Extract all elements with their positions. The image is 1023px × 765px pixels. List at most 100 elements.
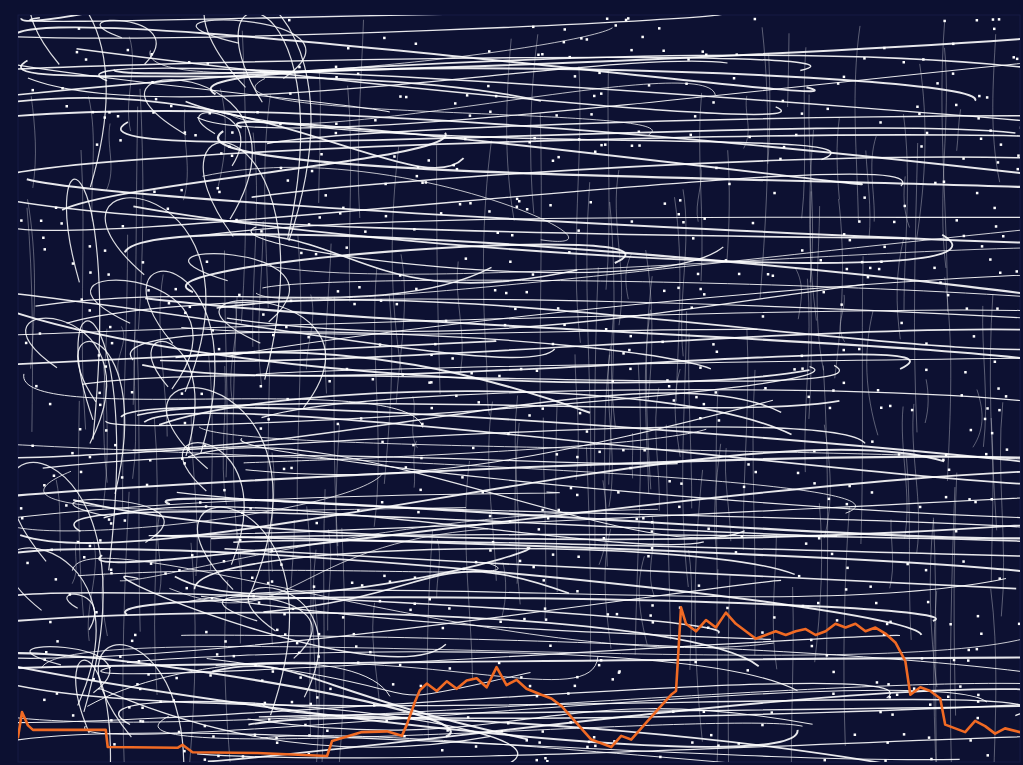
decor-loop <box>144 80 252 220</box>
decor-dot <box>155 98 158 101</box>
decor-vertical <box>872 136 876 221</box>
decor-dot <box>606 18 609 21</box>
decor-dot <box>85 58 88 61</box>
decor-curve <box>262 673 1020 719</box>
decor-dot <box>380 299 383 302</box>
decor-dot <box>545 618 548 621</box>
decor-dot <box>993 28 996 31</box>
decor-dot <box>541 53 544 56</box>
decor-dot <box>318 633 321 636</box>
decor-dot <box>72 262 75 265</box>
decor-dot <box>488 210 491 213</box>
decor-dot <box>89 309 92 312</box>
decor-dot <box>170 105 173 108</box>
decor-dot <box>828 498 831 501</box>
decor-curve <box>218 131 1020 200</box>
decor-dot <box>346 368 349 371</box>
decor-dot <box>449 667 452 670</box>
decor-dot <box>649 614 652 617</box>
decor-dot <box>178 731 181 734</box>
decor-curve <box>160 329 1020 361</box>
decor-dot <box>320 153 323 156</box>
decor-dot <box>538 741 541 744</box>
decor-dot <box>191 554 194 557</box>
decor-dot <box>272 334 275 337</box>
decor-dot <box>903 733 906 736</box>
decor-curve <box>99 689 491 748</box>
decor-vertical <box>914 143 917 432</box>
decor-dot <box>315 253 318 256</box>
decor-dot <box>347 47 350 50</box>
decor-dot <box>832 671 835 674</box>
decor-dot <box>201 393 204 396</box>
decor-dot <box>284 633 287 636</box>
decor-dot <box>691 306 694 309</box>
decor-dot <box>430 354 433 357</box>
decor-loop <box>105 198 206 392</box>
decor-loop <box>151 341 195 455</box>
decor-dot <box>113 743 116 746</box>
decor-dot <box>994 361 997 364</box>
decor-dot <box>520 368 523 371</box>
decor-vertical <box>595 267 599 548</box>
decor-vertical <box>322 489 325 762</box>
decor-dot <box>475 745 478 748</box>
decor-dot <box>594 745 597 748</box>
decor-dot <box>228 146 231 149</box>
decor-dot <box>308 223 311 226</box>
decor-dot <box>964 371 967 374</box>
decor-dot <box>357 73 360 76</box>
decor-dot <box>886 741 889 744</box>
decor-dot <box>417 511 420 514</box>
decor-dot <box>919 506 922 509</box>
decor-dot <box>276 742 279 745</box>
decor-curve <box>18 580 781 658</box>
decor-dot <box>600 659 603 662</box>
decor-dot <box>164 572 167 575</box>
decor-dot <box>296 642 299 645</box>
chart <box>0 0 1023 765</box>
decor-dot <box>283 468 286 471</box>
decor-dot <box>392 683 395 686</box>
decor-curve <box>18 657 1020 668</box>
decor-vertical <box>118 326 124 375</box>
decor-dot <box>557 307 560 310</box>
decor-dot <box>943 181 946 184</box>
decor-vertical <box>991 418 993 582</box>
decor-dot <box>970 429 973 432</box>
decor-vertical <box>1000 402 1003 616</box>
decor-vertical <box>437 145 441 394</box>
decor-dot <box>961 394 964 397</box>
decor-dot <box>998 18 1001 21</box>
decor-curve <box>233 540 1020 561</box>
decor-vertical <box>437 539 440 598</box>
decor-dot <box>528 414 531 417</box>
decor-vertical <box>137 340 140 632</box>
decor-dot <box>139 720 142 723</box>
decor-dot <box>955 104 958 107</box>
decor-dot <box>146 484 149 487</box>
decor-curve <box>24 374 423 428</box>
decor-vertical <box>106 124 111 191</box>
decor-vertical <box>209 355 213 570</box>
decor-dot <box>677 287 680 290</box>
decor-dot <box>658 27 661 30</box>
decor-dot <box>358 286 361 289</box>
decor-curve <box>42 638 1021 668</box>
decor-dot <box>337 423 340 426</box>
decor-dot <box>942 459 945 462</box>
decor-dot <box>552 160 555 163</box>
decor-dot <box>532 26 535 29</box>
decor-dot <box>715 167 718 170</box>
decor-dot <box>886 623 889 626</box>
decor-dot <box>694 661 697 664</box>
decor-dot <box>290 300 293 303</box>
decor-dot <box>374 119 377 122</box>
decor-dot <box>292 608 295 611</box>
decor-vertical <box>861 256 863 544</box>
decor-vertical <box>867 311 878 436</box>
decor-dot <box>405 466 408 469</box>
decor-curve <box>99 68 1020 125</box>
decor-dot <box>205 505 208 508</box>
decor-dot <box>209 674 212 677</box>
